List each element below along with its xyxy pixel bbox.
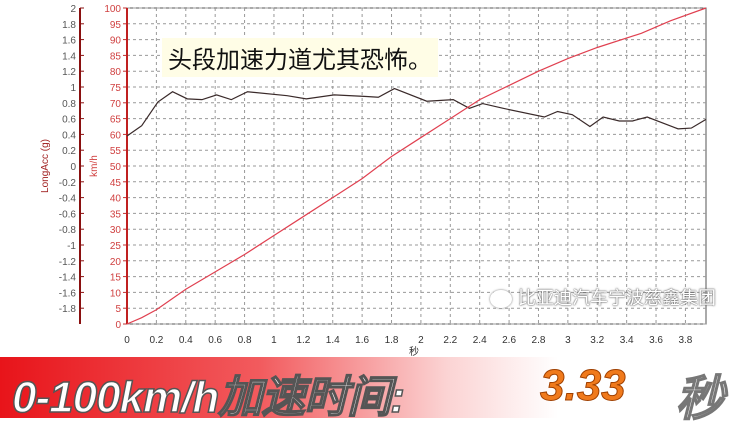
kmh-tick-label: 40 [110, 194, 122, 205]
x-tick-label: 1 [271, 335, 277, 346]
x-tick-label: 2.2 [443, 335, 457, 346]
g-tick-label: 1 [70, 83, 76, 94]
g-tick-label: 1.6 [62, 36, 76, 47]
x-tick-label: 1.6 [355, 335, 369, 346]
kmh-tick-label: 90 [110, 36, 122, 47]
x-axis-label: 秒 [409, 345, 419, 358]
x-tick-label: 0.8 [238, 335, 252, 346]
banner-title: 0-100km/h加速时间: [11, 372, 405, 423]
banner-value: 3.33 [540, 361, 627, 411]
kmh-tick-label: 70 [110, 99, 122, 110]
g-tick-label: -1.8 [59, 304, 77, 315]
kmh-tick-label: 80 [110, 67, 122, 78]
kmh-tick-label: 0 [115, 320, 121, 331]
speed-line [126, 7, 707, 325]
kmh-tick-label: 100 [104, 4, 121, 15]
x-tick-label: 3.6 [649, 335, 663, 346]
kmh-tick-label: 5 [115, 304, 121, 315]
kmh-tick-label: 20 [110, 257, 122, 268]
kmh-tick-label: 10 [110, 288, 122, 299]
g-tick-label: -1.4 [59, 273, 77, 284]
watermark: 比亚迪汽车宁波慈鑫集团 [490, 284, 716, 310]
x-tick-label: 3.4 [620, 335, 634, 346]
banner-unit: 秒 [675, 370, 725, 428]
g-tick-label: -0.2 [59, 178, 77, 189]
watermark-text: 比亚迪汽车宁波慈鑫集团 [518, 288, 716, 309]
kmh-tick-label: 15 [110, 273, 122, 284]
g-tick-label: 0.6 [62, 115, 76, 126]
x-tick-label: 0.4 [179, 335, 193, 346]
x-tick-label: 0.6 [208, 335, 222, 346]
result-banner: 0-100km/h加速时间: 3.33 秒 [0, 357, 744, 428]
x-tick-label: 1.4 [326, 335, 340, 346]
x-tick-label: 3.8 [678, 335, 692, 346]
kmh-tick-label: 55 [110, 146, 122, 157]
g-tick-label: -0.8 [59, 225, 77, 236]
acceleration-line [126, 87, 707, 137]
g-tick-label: -1 [67, 241, 76, 252]
callout-annotation: 头段加速力道尤其恐怖。 [162, 38, 438, 77]
x-tick-label: 2 [418, 335, 424, 346]
kmh-tick-label: 75 [110, 83, 122, 94]
x-tick-label: 2.8 [532, 335, 546, 346]
left-axis-label: LongAcc (g) [40, 139, 51, 193]
kmh-tick-label: 25 [110, 241, 122, 252]
kmh-tick-label: 45 [110, 178, 122, 189]
x-tick-label: 0.2 [149, 335, 163, 346]
kmh-tick-label: 65 [110, 115, 122, 126]
kmh-tick-label: 50 [110, 162, 122, 173]
g-tick-label: 2 [70, 4, 76, 15]
kmh-tick-label: 30 [110, 225, 122, 236]
kmh-tick-label: 95 [110, 20, 122, 31]
g-tick-label: 1.8 [62, 20, 76, 31]
g-tick-label: -0.6 [59, 209, 77, 220]
g-tick-label: -0.4 [59, 194, 77, 205]
kmh-tick-label: 35 [110, 209, 122, 220]
g-tick-label: -1.2 [59, 257, 77, 268]
kmh-tick-label: 60 [110, 130, 122, 141]
x-tick-label: 3 [565, 335, 571, 346]
x-tick-label: 2.4 [473, 335, 487, 346]
wechat-icon [490, 290, 512, 308]
g-tick-label: 1.4 [62, 51, 76, 62]
x-tick-label: 3.2 [590, 335, 604, 346]
g-tick-label: 1.2 [62, 67, 76, 78]
x-tick-label: 2.6 [502, 335, 516, 346]
g-tick-label: -1.6 [59, 288, 77, 299]
x-tick-label: 1.2 [296, 335, 310, 346]
x-tick-label: 1.8 [385, 335, 399, 346]
g-tick-label: 0.2 [62, 146, 76, 157]
kmh-tick-label: 85 [110, 51, 122, 62]
g-tick-label: 0.4 [62, 130, 76, 141]
g-tick-label: 0 [70, 162, 76, 173]
x-tick-label: 0 [124, 335, 130, 346]
right-axis-label: km/h [89, 155, 100, 177]
g-tick-label: 0.8 [62, 99, 76, 110]
